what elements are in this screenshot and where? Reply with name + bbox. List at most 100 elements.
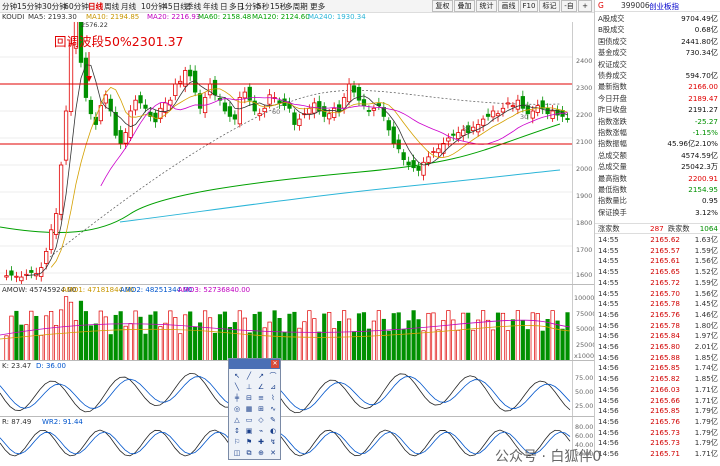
drawing-tool-icon[interactable]: ⊥ bbox=[245, 383, 253, 391]
candle-body bbox=[456, 132, 461, 140]
period-10min[interactable]: 10分钟 bbox=[141, 2, 166, 11]
drawing-tool-icon[interactable]: ↗ bbox=[258, 372, 264, 380]
period-week[interactable]: 周线 bbox=[104, 2, 120, 11]
period-30min[interactable]: 30分钟 bbox=[42, 2, 67, 11]
drawing-tool-icon[interactable]: ∠ bbox=[257, 383, 265, 391]
candle-body bbox=[277, 100, 282, 104]
tick-price: 2165.65 bbox=[650, 267, 680, 277]
candlestick-chart[interactable] bbox=[0, 22, 594, 284]
drawing-tool-icon[interactable]: ⊿ bbox=[270, 383, 276, 391]
period-quarter[interactable]: 季线 bbox=[186, 2, 202, 11]
drawing-tool-icon[interactable]: ⌒ bbox=[269, 372, 277, 380]
drawing-tool-icon[interactable]: ▦ bbox=[245, 405, 253, 413]
volume-bar bbox=[312, 318, 317, 361]
drawing-tool-palette[interactable]: ✕ ↖ ╱ ↗ ⌒ ╲ ⊥ ∠ ⊿ ╪ ⊟ ≡ ⌇ ◎ ▦ ⊞ ∿ △ ▭ ◇ ✎ ↕ ▣ ⌁ ◐ ⚐ ⚑ ✚ ↯ ◫ ⧉ ⊕ ✕ bbox=[228, 358, 281, 460]
period-5s[interactable]: 5秒 bbox=[257, 2, 270, 11]
palette-titlebar[interactable]: ✕ bbox=[229, 359, 280, 369]
zoom-out-button[interactable]: -自 bbox=[561, 0, 577, 12]
chart-area[interactable]: 分钟 15分钟 30分钟 60分钟 日线 周线 月线 10分钟 45日线 季线 … bbox=[0, 0, 598, 461]
volume-bar bbox=[193, 326, 198, 361]
wr-tick: 80.00 bbox=[575, 423, 594, 431]
ma-line bbox=[100, 96, 568, 187]
tick-row: 14:56 2165.80 2.01亿 bbox=[595, 342, 720, 352]
drawing-tool-icon[interactable]: ▣ bbox=[245, 427, 253, 435]
drawing-tool-icon[interactable]: ▭ bbox=[245, 416, 253, 424]
volume-bar bbox=[153, 311, 158, 361]
price-tick: 2300 bbox=[576, 84, 593, 92]
drawing-tool-icon[interactable]: ╪ bbox=[234, 394, 240, 402]
period-day[interactable]: 日线 bbox=[88, 2, 104, 11]
drawing-tool-icon[interactable]: ✚ bbox=[258, 438, 264, 446]
volume-bar bbox=[565, 312, 570, 361]
close-icon[interactable]: ✕ bbox=[271, 360, 279, 368]
drawing-tool-icon[interactable]: ✕ bbox=[270, 449, 276, 457]
candle-body bbox=[307, 107, 312, 115]
drawing-tool-icon[interactable]: ↕ bbox=[234, 427, 240, 435]
tick-time: 14:56 bbox=[598, 320, 619, 330]
period-1m[interactable]: 1分钟 bbox=[240, 2, 261, 11]
tick-price: 2166.03 bbox=[650, 384, 680, 394]
zoom-in-button[interactable]: + bbox=[578, 0, 592, 12]
quote-label: 最高指数 bbox=[598, 173, 627, 183]
drawing-tool-icon[interactable]: ⧉ bbox=[246, 449, 252, 457]
period-multicycle[interactable]: 多周期 bbox=[285, 2, 308, 11]
overlay-button[interactable]: 叠加 bbox=[454, 0, 475, 12]
draw-line-button[interactable]: 画线 bbox=[498, 0, 519, 12]
period-year[interactable]: 年线 bbox=[203, 2, 219, 11]
volume-tick: 75000 bbox=[576, 310, 597, 318]
candle-body bbox=[138, 95, 143, 104]
f10-button[interactable]: F10 bbox=[520, 0, 538, 12]
drawing-tool-icon[interactable]: ⌇ bbox=[271, 394, 275, 402]
drawing-tool-icon[interactable]: ╲ bbox=[234, 383, 240, 391]
quote-value: 4574.59亿 bbox=[681, 150, 718, 160]
period-15min[interactable]: 15分钟 bbox=[17, 2, 42, 11]
period-month[interactable]: 月线 bbox=[121, 2, 137, 11]
wr1-line bbox=[0, 429, 571, 457]
drawing-tool-icon[interactable]: ⚐ bbox=[233, 438, 241, 446]
drawing-tool-icon[interactable]: △ bbox=[234, 416, 240, 424]
drawing-tool-icon[interactable]: ◇ bbox=[258, 416, 264, 424]
drawing-tool-icon[interactable]: ≡ bbox=[258, 394, 264, 402]
period-d[interactable]: 日 bbox=[220, 2, 228, 11]
kdj-panel[interactable]: K: 23.47 D: 36.00 75.00 50.00 25.00 bbox=[0, 360, 594, 417]
tick-price: 2165.72 bbox=[650, 277, 680, 287]
quote-value: -25.27 bbox=[694, 116, 718, 126]
tick-price: 2165.84 bbox=[650, 331, 680, 341]
volume-bar bbox=[337, 321, 342, 361]
wr-panel[interactable]: R: 87.49 WR2: 91.44 80.00 60.00 40.00 20… bbox=[0, 416, 594, 461]
period-15s[interactable]: 15秒 bbox=[270, 2, 288, 11]
candle-body bbox=[173, 83, 178, 96]
candle-body bbox=[143, 104, 148, 109]
drawing-tool-icon[interactable]: ⚑ bbox=[245, 438, 253, 446]
restore-rights-button[interactable]: 复权 bbox=[432, 0, 453, 12]
period-multi[interactable]: 多日 bbox=[229, 2, 245, 11]
mark-button[interactable]: 标记 bbox=[539, 0, 560, 12]
drawing-tool-icon[interactable]: ⊞ bbox=[258, 405, 264, 413]
drawing-tool-icon[interactable]: ╱ bbox=[246, 372, 252, 380]
drawing-tool-icon[interactable]: ↯ bbox=[270, 438, 276, 446]
drawing-tool-icon[interactable]: ◫ bbox=[233, 449, 241, 457]
wr-tick: 60.00 bbox=[575, 432, 594, 440]
period-1min[interactable]: 分钟 bbox=[2, 2, 18, 11]
drawing-tool-icon[interactable]: ⌁ bbox=[258, 427, 264, 435]
drawing-tool-icon[interactable]: ↖ bbox=[234, 372, 240, 380]
period-60min[interactable]: 60分钟 bbox=[64, 2, 89, 11]
tick-list[interactable]: 14:55 2165.62 1.63亿 14:55 2165.57 1.59亿 14:55 2… bbox=[595, 235, 720, 460]
volume-panel[interactable]: AMOW: 45745924.00 AMO1: 47181844.00 AMO2… bbox=[0, 284, 598, 361]
drawing-tool-icon[interactable]: ∿ bbox=[270, 405, 276, 413]
drawing-tool-icon[interactable]: ◐ bbox=[269, 427, 277, 435]
drawing-tool-icon[interactable]: ⊟ bbox=[246, 394, 252, 402]
quote-value: 45.96亿2.10% bbox=[667, 139, 718, 149]
ma5-value: MA5: 2193.30 bbox=[28, 13, 77, 21]
drawing-tool-icon[interactable]: ✎ bbox=[270, 416, 276, 424]
drawing-tool-icon[interactable]: ⊕ bbox=[258, 449, 264, 457]
volume-bar bbox=[342, 310, 347, 361]
volume-bar bbox=[54, 325, 59, 361]
drawing-tool-icon[interactable]: ◎ bbox=[233, 405, 241, 413]
stats-button[interactable]: 统计 bbox=[476, 0, 497, 12]
period-45day[interactable]: 45日线 bbox=[163, 2, 188, 11]
kdj-tick: 25.00 bbox=[575, 402, 594, 410]
period-more[interactable]: 更多 bbox=[310, 2, 326, 11]
wr2-line bbox=[0, 431, 571, 455]
volume-bar bbox=[461, 312, 466, 361]
